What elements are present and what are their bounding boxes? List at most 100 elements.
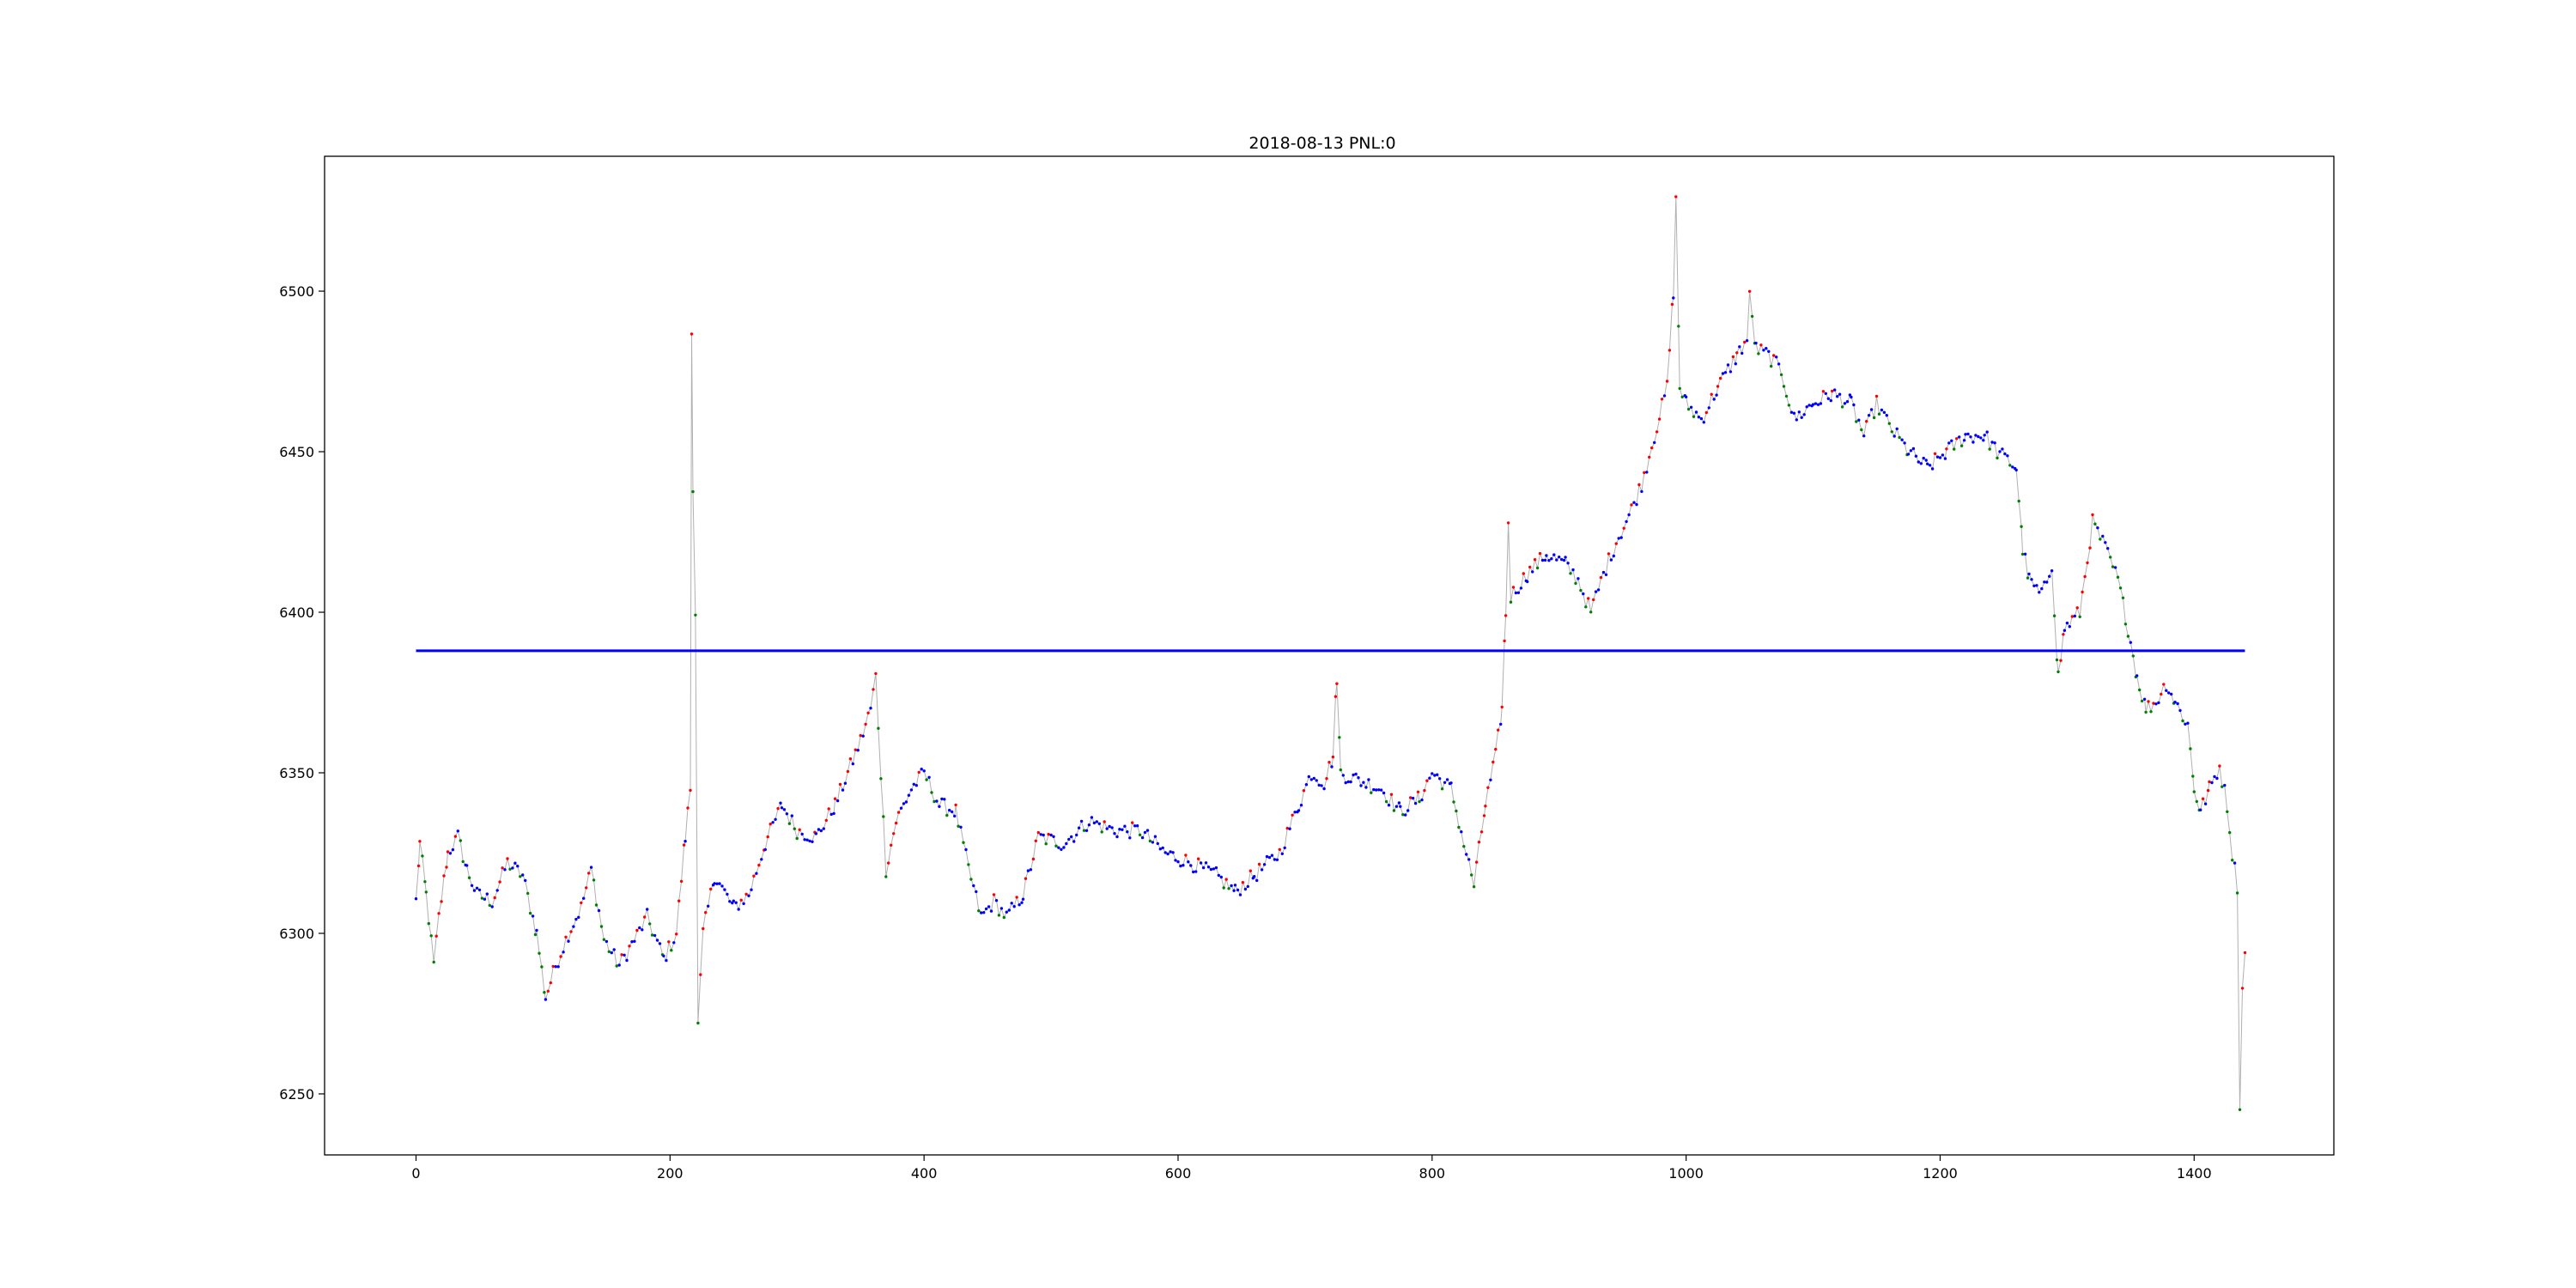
price-marker: [1519, 586, 1523, 590]
price-marker: [2006, 454, 2009, 458]
price-marker: [1993, 441, 1996, 445]
price-marker: [564, 935, 568, 939]
price-marker: [1449, 781, 1453, 785]
price-marker: [1187, 860, 1190, 864]
price-marker: [1145, 829, 1150, 832]
price-marker: [1938, 456, 1942, 459]
price-marker: [1723, 371, 1728, 374]
price-marker: [1930, 467, 1935, 471]
price-marker: [1604, 573, 1608, 576]
price-marker: [2040, 586, 2044, 591]
price-marker: [1293, 811, 1297, 814]
price-marker: [418, 840, 422, 843]
price-marker: [1079, 819, 1084, 823]
price-marker: [2101, 534, 2105, 538]
price-marker: [679, 879, 683, 884]
price-marker: [416, 864, 421, 868]
price-marker: [935, 799, 939, 803]
price-marker: [1138, 833, 1142, 836]
price-marker: [769, 823, 772, 826]
price-marker: [1072, 840, 1076, 843]
price-marker: [1979, 436, 1983, 440]
price-marker: [635, 928, 639, 933]
price-marker: [1895, 427, 1899, 431]
price-marker: [1113, 832, 1116, 835]
price-marker: [1767, 349, 1771, 353]
price-marker: [707, 904, 710, 908]
price-marker: [1707, 406, 1711, 410]
price-marker: [2055, 658, 2059, 662]
price-marker: [519, 875, 522, 878]
price-marker: [1867, 414, 1871, 417]
price-marker: [1392, 809, 1396, 812]
price-marker: [2096, 526, 2099, 530]
price-marker: [1734, 362, 1738, 366]
price-marker: [1047, 832, 1050, 836]
price-marker: [1423, 788, 1426, 793]
price-marker: [1036, 830, 1041, 835]
price-marker: [475, 886, 479, 890]
price-marker: [646, 908, 649, 911]
price-marker: [2157, 701, 2160, 705]
price-marker: [874, 671, 878, 676]
price-marker: [1320, 784, 1323, 787]
price-marker: [1126, 830, 1129, 834]
price-marker: [1467, 858, 1471, 861]
price-marker: [1506, 521, 1510, 525]
price-marker: [964, 848, 968, 852]
price-marker: [755, 872, 758, 875]
price-marker: [2070, 615, 2074, 618]
price-marker: [1359, 784, 1363, 787]
price-marker: [451, 848, 455, 852]
price-marker: [610, 951, 613, 955]
price-marker: [1607, 552, 1611, 556]
price-marker: [1983, 434, 1986, 437]
price-marker: [1039, 833, 1042, 836]
price-marker: [516, 865, 519, 868]
y-tick-label: 6450: [279, 444, 314, 460]
price-marker: [1054, 844, 1058, 848]
price-marker: [832, 811, 835, 816]
price-marker: [1232, 889, 1236, 892]
price-marker: [2104, 541, 2107, 544]
price-marker: [1935, 455, 1940, 459]
price-marker: [1440, 787, 1444, 791]
price-marker: [589, 866, 593, 869]
price-marker: [994, 899, 999, 902]
price-marker: [2126, 635, 2130, 638]
price-marker: [1885, 414, 1888, 417]
price-marker: [851, 762, 854, 766]
price-marker: [1514, 591, 1518, 595]
price-marker: [723, 888, 726, 891]
price-marker: [1819, 402, 1823, 405]
price-marker: [1887, 422, 1891, 425]
price-marker: [540, 965, 544, 969]
price-marker: [1065, 841, 1068, 846]
price-marker: [2106, 547, 2110, 550]
price-marker: [1516, 591, 1521, 594]
price-marker: [1540, 558, 1545, 562]
price-marker: [1092, 821, 1097, 825]
price-marker: [1728, 370, 1733, 374]
price-marker: [2203, 802, 2208, 805]
price-marker: [1472, 885, 1476, 889]
price-marker: [1900, 438, 1904, 441]
price-marker: [1909, 449, 1913, 453]
price-marker: [2035, 584, 2038, 587]
price-marker: [943, 798, 946, 801]
price-marker: [744, 892, 748, 896]
price-marker: [1775, 355, 1778, 359]
price-marker: [1462, 845, 1466, 848]
price-marker: [1044, 842, 1048, 846]
price-marker: [1291, 813, 1294, 817]
price-marker: [1704, 410, 1709, 415]
price-marker: [1057, 846, 1060, 849]
price-marker: [648, 922, 652, 926]
price-marker: [1275, 858, 1279, 861]
price-marker: [984, 907, 988, 911]
price-marker: [1852, 403, 1856, 407]
price-marker: [1874, 394, 1879, 398]
price-marker: [737, 908, 740, 911]
price-marker: [887, 861, 890, 865]
price-marker: [2210, 781, 2214, 785]
